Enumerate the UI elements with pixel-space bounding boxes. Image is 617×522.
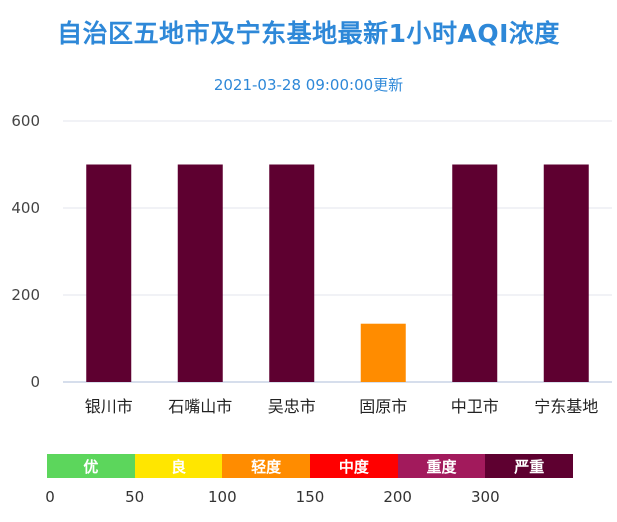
- y-tick-label: 600: [11, 112, 40, 130]
- legend-tick-label: 300: [471, 488, 500, 506]
- x-tick-label: 宁东基地: [534, 397, 598, 416]
- x-tick-label: 吴忠市: [268, 397, 316, 416]
- x-tick-label: 银川市: [85, 397, 133, 416]
- legend-tick-label: 50: [125, 488, 145, 506]
- bar: [452, 164, 498, 382]
- aqi-bar-chart: 0 200 400 600 银川市 石嘴山市 吴忠市 固原市 中卫市 宁东基地: [11, 112, 612, 416]
- legend-segment: 轻度: [222, 454, 311, 478]
- aqi-legend-bar: 优良轻度 中度 重度 严重: [47, 454, 574, 478]
- y-tick-label: 200: [11, 286, 40, 304]
- legend-tick-label: 0: [45, 488, 55, 506]
- legend-segment: 良: [134, 454, 223, 478]
- x-tick-label: 中卫市: [451, 397, 499, 416]
- chart-subtitle: 2021-03-28 09:00:00更新: [213, 76, 404, 94]
- bar: [177, 164, 223, 382]
- bar: [86, 164, 132, 382]
- x-tick-label: 固原市: [359, 397, 407, 416]
- x-tick-label: 石嘴山市: [168, 397, 232, 416]
- bar: [543, 164, 589, 382]
- legend-segment: 中度: [310, 454, 398, 478]
- chart-title: 自治区五地市及宁东基地最新1小时AQI浓度: [57, 19, 560, 48]
- legend-tick-label: 150: [295, 488, 325, 506]
- y-tick-label: 0: [30, 373, 40, 391]
- legend-segment: 优: [47, 454, 135, 478]
- legend-segment: 重度: [397, 454, 486, 478]
- legend-segment: 严重: [485, 454, 574, 478]
- bar: [269, 164, 315, 382]
- aqi-legend-ticks: 0 50 100 150 200 300: [0, 488, 617, 510]
- legend-tick-label: 100: [208, 488, 237, 506]
- bar: [360, 323, 406, 382]
- y-tick-label: 400: [11, 199, 40, 217]
- legend-tick-label: 200: [383, 488, 412, 506]
